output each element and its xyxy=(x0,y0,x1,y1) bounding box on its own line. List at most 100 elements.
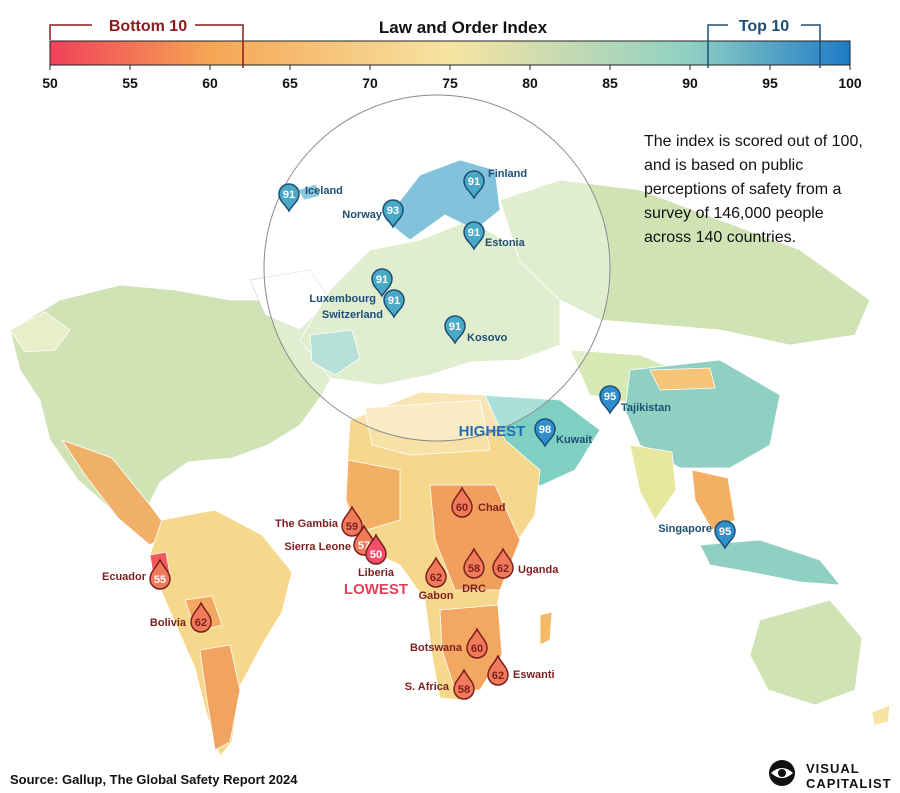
marker-score: 95 xyxy=(604,391,616,403)
marker-pin xyxy=(492,547,514,579)
marker-kuwait: 98 Kuwait xyxy=(534,418,592,448)
marker-score: 91 xyxy=(388,295,400,307)
marker-score: 91 xyxy=(449,321,461,333)
marker-country-label: Iceland xyxy=(305,185,343,197)
marker-pin xyxy=(383,289,405,319)
marker-country-label: Ecuador xyxy=(102,571,147,583)
europe-zoom-circle xyxy=(263,94,611,442)
marker-score: 59 xyxy=(346,521,358,533)
source-note: Source: Gallup, The Global Safety Report… xyxy=(10,772,298,787)
marker-score: 60 xyxy=(456,502,468,514)
marker-country-label: S. Africa xyxy=(405,681,450,693)
marker-pin xyxy=(463,221,485,251)
marker-score: 62 xyxy=(492,670,504,682)
india xyxy=(629,444,677,521)
marker-iceland: 91 Iceland xyxy=(278,183,343,213)
marker-pin xyxy=(453,668,475,700)
marker-pin xyxy=(444,315,466,345)
marker-finland: 91 Finland xyxy=(463,168,527,200)
marker-score: 58 xyxy=(458,684,470,696)
marker-country-label: Switzerland xyxy=(322,309,383,321)
marker-pin xyxy=(714,520,736,550)
argentina xyxy=(199,644,241,751)
marker-pin xyxy=(463,170,485,200)
alaska xyxy=(9,311,71,353)
marker-country-label: Norway xyxy=(342,209,383,221)
marker-eswanti: 62 Eswanti xyxy=(487,654,555,686)
marker-country-label: Bolivia xyxy=(150,617,187,629)
marker-country-label: Kuwait xyxy=(556,434,592,446)
new-zealand xyxy=(871,704,891,726)
marker-pin xyxy=(149,558,171,590)
color-scale-bar xyxy=(49,40,851,66)
marker-ecuador: 55 Ecuador xyxy=(102,558,171,590)
australia xyxy=(749,599,863,706)
brand-line-2: CAPITALIST xyxy=(806,776,892,791)
scale-tick-label: 95 xyxy=(762,75,778,91)
visual-capitalist-logo xyxy=(769,760,795,786)
lowest-label: LOWEST xyxy=(344,581,408,598)
marker-country-label: Botswana xyxy=(410,642,463,654)
marker-s-africa: 58 S. Africa xyxy=(405,668,475,700)
marker-switzerland: 91 Switzerland xyxy=(322,289,405,321)
scale-tick-label: 85 xyxy=(602,75,618,91)
scale-tick-label: 70 xyxy=(362,75,378,91)
index-note: The index is scored out of 100, and is b… xyxy=(644,133,863,246)
marker-gabon: 62 Gabon xyxy=(419,556,454,602)
marker-kosovo: 91 Kosovo xyxy=(444,315,508,345)
marker-country-label: Eswanti xyxy=(513,669,555,681)
scale-tick-label: 65 xyxy=(282,75,298,91)
marker-score: 62 xyxy=(430,572,442,584)
russia xyxy=(499,179,871,346)
scale-tick-label: 80 xyxy=(522,75,538,91)
marker-pin xyxy=(599,385,621,415)
marker-the-gambia: 59 The Gambia xyxy=(275,505,363,537)
marker-country-label: Gabon xyxy=(419,590,454,602)
marker-country-label: Sierra Leone xyxy=(284,541,351,553)
scale-tick-label: 60 xyxy=(202,75,218,91)
marker-singapore: 95 Singapore xyxy=(658,520,736,550)
marker-score: 60 xyxy=(471,643,483,655)
marker-score: 95 xyxy=(719,526,731,538)
marker-country-label: Uganda xyxy=(518,564,559,576)
color-scale-ticks: 50 55 60 65 70 75 80 85 90 95 100 xyxy=(42,65,862,91)
marker-country-label: Singapore xyxy=(658,523,712,535)
marker-score: 62 xyxy=(497,563,509,575)
scale-tick-label: 100 xyxy=(838,75,862,91)
marker-country-label: Tajikistan xyxy=(621,402,671,414)
marker-score: 91 xyxy=(468,176,480,188)
mongolia xyxy=(649,367,716,391)
marker-chad: 60 Chad xyxy=(451,486,506,518)
west-africa xyxy=(345,459,401,533)
world-map xyxy=(9,159,891,757)
marker-bolivia: 62 Bolivia xyxy=(150,601,212,633)
marker-pin xyxy=(425,556,447,588)
marker-norway: 93 Norway xyxy=(342,199,404,229)
marker-pin xyxy=(451,486,473,518)
marker-pin xyxy=(371,268,393,298)
scale-tick-label: 50 xyxy=(42,75,58,91)
marker-pin xyxy=(534,418,556,448)
marker-pin xyxy=(463,547,485,579)
madagascar xyxy=(539,611,553,646)
marker-pin xyxy=(190,601,212,633)
marker-tajikistan: 95 Tajikistan xyxy=(599,385,671,415)
scale-tick-label: 75 xyxy=(442,75,458,91)
marker-pin xyxy=(341,505,363,537)
country-markers: 91 Iceland93Norway91Finland91Estonia91Lux… xyxy=(102,168,736,700)
marker-country-label: Finland xyxy=(488,168,527,180)
marker-country-label: Estonia xyxy=(485,237,526,249)
indonesia xyxy=(699,539,841,586)
marker-drc: 58 DRC xyxy=(462,547,486,595)
marker-pin xyxy=(466,627,488,659)
marker-pin xyxy=(365,533,387,565)
marker-score: 62 xyxy=(195,617,207,629)
marker-score: 91 xyxy=(468,227,480,239)
chart-title: Law and Order Index xyxy=(379,18,548,37)
marker-pin xyxy=(382,199,404,229)
marker-uganda: 62 Uganda xyxy=(492,547,559,579)
south-america xyxy=(149,509,293,757)
marker-country-label: DRC xyxy=(462,583,486,595)
